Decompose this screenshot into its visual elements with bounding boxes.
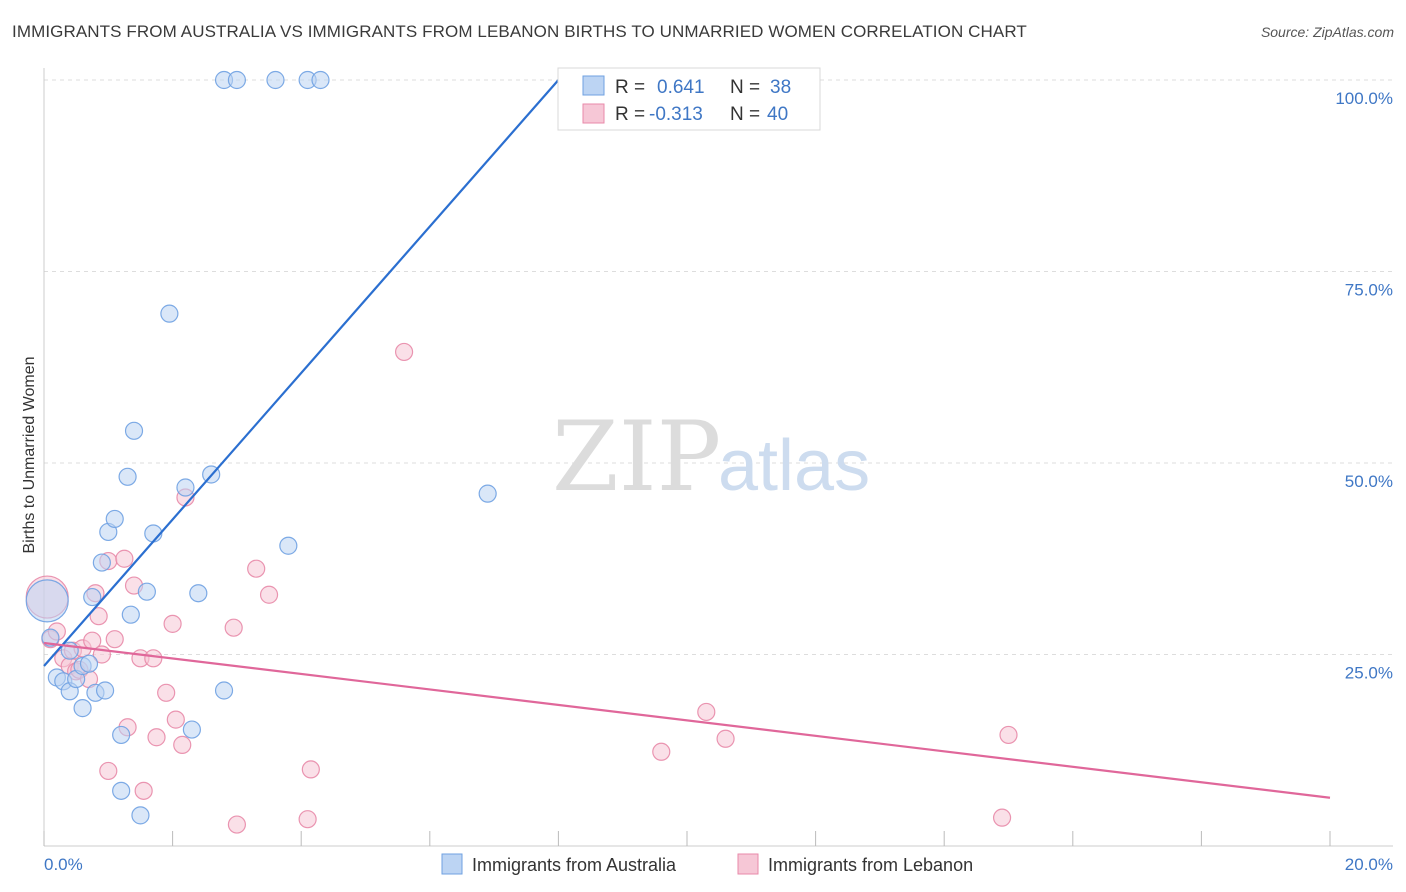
australia-point-21	[131, 806, 150, 825]
australia-trend-line	[43, 79, 560, 667]
australia-point-32	[266, 70, 285, 90]
trend-lines	[43, 79, 1331, 799]
australia-point-0	[25, 579, 69, 623]
australia-point-13	[95, 681, 115, 700]
lebanon-point-21	[134, 781, 153, 800]
australia-point-16	[112, 781, 131, 800]
series-legend: Immigrants from Australia Immigrants fro…	[441, 853, 973, 875]
lebanon-point-25	[163, 614, 182, 633]
legend-r-label-australia: R =	[615, 77, 645, 98]
legend-n-label-lebanon: N =	[730, 104, 760, 125]
australia-point-18	[118, 467, 137, 486]
legend-r-label-lebanon: R =	[615, 104, 645, 125]
lebanon-point-32	[259, 585, 279, 604]
series-legend-label-australia: Immigrants from Australia	[472, 855, 677, 875]
australia-point-31	[227, 70, 246, 90]
australia-point-25	[176, 478, 195, 497]
legend-n-value-australia: 38	[770, 77, 791, 98]
lebanon-trend-line	[43, 641, 1331, 799]
australia-point-10	[83, 587, 102, 607]
y-axis-label: Births to Unmarried Women	[21, 356, 38, 553]
australia-point-15	[105, 509, 124, 529]
lebanon-point-23	[147, 728, 166, 747]
australia-point-22	[137, 582, 156, 601]
watermark-atlas: atlas	[718, 426, 870, 506]
lebanon-point-33	[298, 810, 317, 829]
australia-point-36	[478, 484, 497, 503]
x-tick-label-min: 0.0%	[44, 855, 83, 874]
lebanon-point-31	[247, 559, 266, 578]
australia-point-26	[182, 720, 201, 739]
gridlines	[44, 79, 1393, 655]
australia-points	[25, 70, 677, 825]
australia-point-9	[79, 654, 99, 673]
legend-n-value-lebanon: 40	[767, 104, 788, 125]
source-credit: Source: ZipAtlas.com	[1260, 24, 1394, 40]
lebanon-point-38	[716, 729, 735, 748]
australia-point-19	[121, 605, 140, 624]
y-tick-label-2: 75.0%	[1345, 281, 1393, 300]
lebanon-point-22	[144, 649, 163, 668]
series-legend-label-lebanon: Immigrants from Lebanon	[768, 855, 973, 875]
lebanon-point-39	[992, 808, 1012, 827]
series-legend-swatch-lebanon	[737, 853, 759, 875]
lebanon-point-34	[301, 760, 320, 779]
lebanon-point-35	[394, 342, 414, 362]
australia-point-24	[160, 304, 179, 323]
legend-n-label-australia: N =	[730, 77, 760, 98]
australia-point-27	[189, 584, 208, 603]
lebanon-point-40	[999, 725, 1018, 745]
australia-point-35	[311, 70, 330, 90]
australia-point-29	[214, 681, 234, 700]
legend-r-value-lebanon: -0.313	[649, 104, 703, 125]
lebanon-point-24	[157, 683, 176, 702]
lebanon-point-36	[652, 742, 671, 761]
lebanon-point-26	[166, 710, 185, 729]
lebanon-point-12	[89, 607, 108, 626]
legend-swatch-australia	[582, 75, 605, 96]
x-tick-label-max: 20.0%	[1345, 855, 1393, 874]
australia-point-1	[41, 628, 60, 647]
lebanon-point-15	[99, 761, 118, 781]
correlation-legend: R = 0.641 N = 38 R = -0.313 N = 40	[557, 67, 821, 131]
y-tick-label-3: 100.0%	[1335, 89, 1393, 108]
legend-r-value-australia: 0.641	[657, 77, 705, 98]
lebanon-point-16	[105, 630, 124, 649]
y-tick-labels: 25.0% 50.0% 75.0% 100.0%	[1335, 89, 1393, 683]
y-tick-label-0: 25.0%	[1345, 664, 1393, 683]
y-tick-label-1: 50.0%	[1345, 472, 1393, 491]
australia-point-17	[112, 725, 131, 745]
chart-title: IMMIGRANTS FROM AUSTRALIA VS IMMIGRANTS …	[12, 22, 1027, 41]
australia-point-12	[92, 553, 111, 572]
series-legend-swatch-australia	[441, 853, 463, 875]
lebanon-point-17	[115, 549, 134, 568]
australia-point-33	[279, 536, 298, 555]
lebanon-point-30	[227, 815, 246, 834]
legend-swatch-lebanon	[582, 103, 605, 124]
lebanon-points	[25, 342, 1018, 834]
axes	[43, 68, 1393, 847]
lebanon-point-37	[697, 702, 716, 722]
australia-point-8	[73, 699, 92, 718]
lebanon-point-27	[173, 735, 192, 754]
australia-point-20	[124, 421, 144, 440]
lebanon-point-29	[224, 618, 243, 637]
watermark-zip: ZIP	[552, 401, 721, 513]
